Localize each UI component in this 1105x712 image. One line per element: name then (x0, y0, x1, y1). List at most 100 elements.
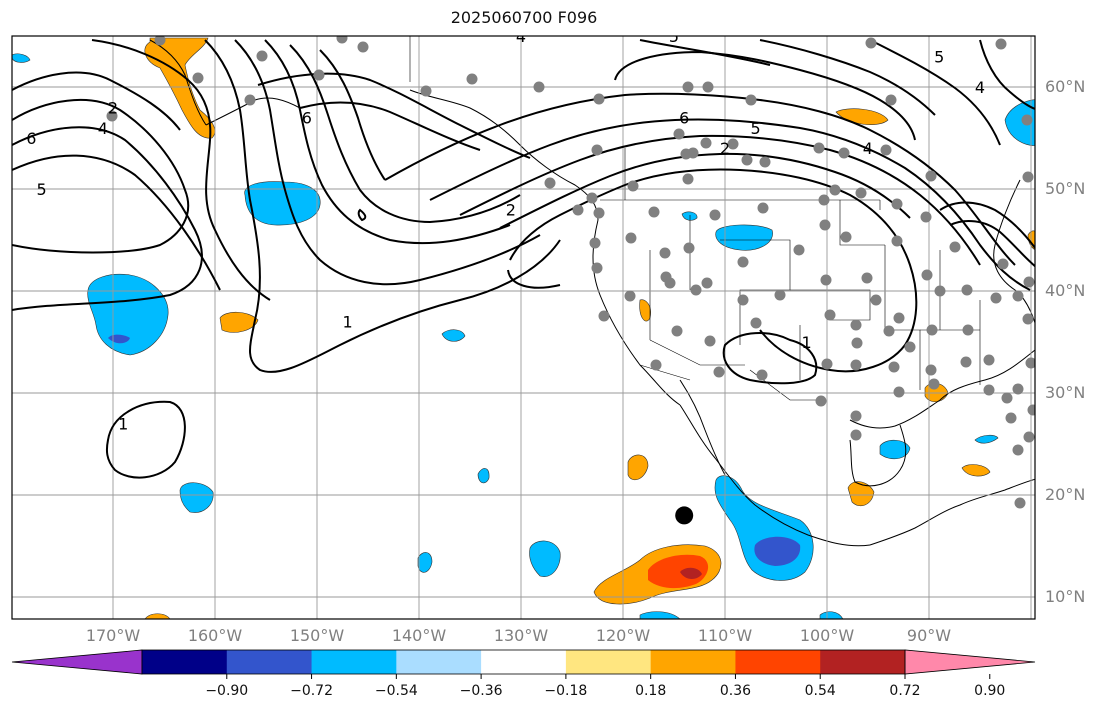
station-dot (544, 177, 556, 189)
station-dot (861, 272, 873, 284)
station-dot (995, 38, 1007, 50)
contour-label: 6 (679, 109, 689, 128)
station-dot (650, 359, 662, 371)
colorbar-tick-label: 0.90 (974, 683, 1006, 699)
station-dot (838, 147, 850, 159)
station-dot (851, 337, 863, 349)
station-dot (741, 154, 753, 166)
contour-label: 2 (720, 139, 730, 158)
station-dot (648, 206, 660, 218)
station-dot (572, 204, 584, 216)
colorbar-tick-label: −0.36 (459, 683, 503, 699)
station-dot (893, 386, 905, 398)
station-dot (983, 384, 995, 396)
station-dot (850, 359, 862, 371)
station-dot (926, 324, 938, 336)
station-dot (627, 180, 639, 192)
station-dot (244, 94, 256, 106)
station-dot (659, 247, 671, 259)
station-dot (1027, 404, 1035, 416)
contour-label: 6 (1036, 160, 1046, 179)
contour-label: 4 (975, 78, 985, 97)
colorbar-extend-high (904, 649, 1036, 675)
longitude-label: 140°W (391, 626, 447, 645)
longitude-label: 130°W (493, 626, 549, 645)
station-dot (701, 277, 713, 289)
station-dot (533, 81, 545, 93)
colorbar-segment (735, 650, 821, 674)
station-dot (713, 366, 725, 378)
colorbar-segment (650, 650, 736, 674)
station-dot (925, 364, 937, 376)
latitude-label: 50°N (1045, 179, 1086, 198)
contours (12, 39, 1035, 479)
longitude-label: 90°W (906, 626, 952, 645)
station-dot (921, 269, 933, 281)
storm-center-marker (675, 506, 694, 525)
station-dot (1012, 444, 1024, 456)
station-dot (824, 309, 836, 321)
station-dot (1001, 392, 1013, 404)
station-dot (682, 81, 694, 93)
station-dot (702, 81, 714, 93)
station-dot (591, 262, 603, 274)
station-dot (756, 369, 768, 381)
station-dot (920, 211, 932, 223)
map-frame (11, 35, 1036, 620)
colorbar-extend-low (11, 649, 143, 675)
map-title: 2025060700 F096 (450, 8, 598, 27)
station-dot (673, 128, 685, 140)
latitude-label: 60°N (1045, 77, 1086, 96)
station-dot (1005, 412, 1017, 424)
colorbar-tick-label: −0.90 (205, 683, 249, 699)
longitude-label: 110°W (697, 626, 753, 645)
station-dot (1012, 383, 1024, 395)
station-dot (815, 395, 827, 407)
station-dot (664, 277, 676, 289)
contour-label: 5 (934, 47, 944, 66)
station-dot (757, 202, 769, 214)
station-dot (880, 144, 892, 156)
colorbar-segment (565, 650, 652, 674)
colorbar-segment (396, 650, 482, 674)
station-dot (759, 156, 771, 168)
station-dot (690, 284, 702, 296)
contour-label: 1 (802, 333, 812, 352)
station-dot (1014, 497, 1026, 509)
station-dot (466, 73, 478, 85)
contour-label: 1 (343, 313, 353, 332)
station-dot (850, 410, 862, 422)
station-dot (106, 110, 118, 122)
station-dot (820, 274, 832, 286)
colorbar-tick-label: −0.54 (374, 683, 418, 699)
station-dot (682, 173, 694, 185)
colorbar-segment (481, 650, 567, 674)
station-dot (357, 41, 369, 53)
station-dot (625, 232, 637, 244)
station-dot (700, 137, 712, 149)
station-dot (928, 378, 940, 390)
station-dot (774, 289, 786, 301)
colorbar-segment (820, 650, 906, 674)
station-dot (961, 284, 973, 296)
station-dot (593, 93, 605, 105)
station-dot (192, 72, 204, 84)
contour-label: 5 (669, 27, 679, 46)
contour-label: 5 (751, 119, 761, 138)
station-dot (598, 310, 610, 322)
colorbar-segment (142, 650, 228, 674)
station-dot (313, 69, 325, 81)
station-dot (893, 312, 905, 324)
station-dot (586, 192, 598, 204)
station-dot (687, 147, 699, 159)
contour-label: 2 (506, 200, 516, 219)
station-dot (589, 237, 601, 249)
station-dot (891, 235, 903, 247)
station-dot (934, 285, 946, 297)
station-dot (256, 50, 268, 62)
station-dot (855, 187, 867, 199)
station-dot (850, 429, 862, 441)
station-dot (888, 361, 900, 373)
